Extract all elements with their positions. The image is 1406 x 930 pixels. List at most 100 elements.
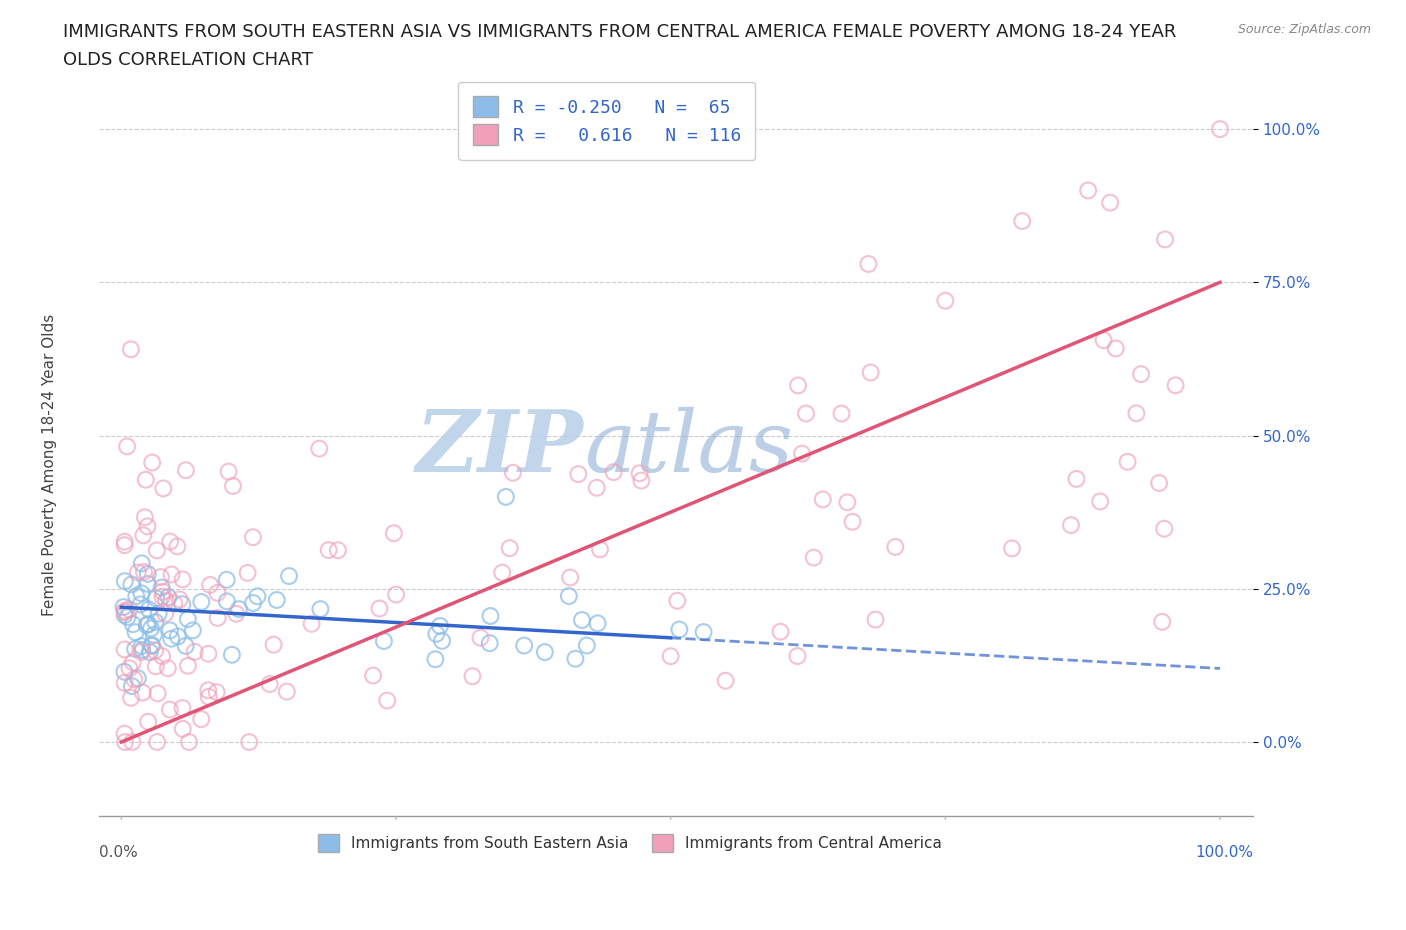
Point [602, 465, 624, 480]
Point [172, 700, 194, 715]
Text: OLDS CORRELATION CHART: OLDS CORRELATION CHART [63, 51, 314, 69]
Point [1147, 475, 1170, 490]
Point [859, 365, 882, 380]
Point [120, 342, 142, 357]
Point [125, 589, 148, 604]
Text: IMMIGRANTS FROM SOUTH EASTERN ASIA VS IMMIGRANTS FROM CENTRAL AMERICA FEMALE POV: IMMIGRANTS FROM SOUTH EASTERN ASIA VS IM… [63, 23, 1177, 41]
Point [668, 622, 690, 637]
Point [207, 586, 229, 601]
Point [628, 466, 651, 481]
Point [172, 572, 194, 587]
Point [124, 642, 146, 657]
Point [692, 625, 714, 640]
Point [309, 602, 332, 617]
Point [222, 479, 245, 494]
Point [114, 538, 136, 552]
Point [139, 644, 162, 659]
Point [197, 646, 219, 661]
Point [114, 735, 136, 750]
Point [1105, 341, 1128, 356]
Point [375, 693, 398, 708]
Point [714, 673, 737, 688]
Point [114, 534, 136, 549]
Point [183, 644, 205, 659]
Point [1092, 333, 1115, 348]
Point [138, 602, 160, 617]
Point [136, 577, 159, 591]
Point [131, 556, 153, 571]
Point [146, 735, 169, 750]
Point [145, 591, 167, 605]
Point [181, 623, 204, 638]
Point [136, 714, 159, 729]
Point [278, 568, 301, 583]
Point [177, 612, 200, 627]
Point [138, 617, 160, 631]
Point [121, 617, 143, 631]
Point [131, 643, 153, 658]
Point [118, 602, 141, 617]
Point [1099, 195, 1122, 210]
Point [470, 631, 492, 645]
Point [190, 594, 212, 609]
Point [159, 534, 181, 549]
Point [157, 590, 180, 604]
Point [197, 683, 219, 698]
Point [131, 644, 153, 659]
Point [225, 606, 247, 621]
Point [934, 293, 956, 308]
Point [769, 624, 792, 639]
Point [172, 597, 194, 612]
Point [155, 593, 177, 608]
Point [114, 675, 136, 690]
Point [112, 600, 135, 615]
Point [361, 668, 384, 683]
Text: Female Poverty Among 18-24 Year Olds: Female Poverty Among 18-24 Year Olds [42, 314, 56, 617]
Point [368, 601, 391, 616]
Point [575, 638, 598, 653]
Point [139, 621, 162, 636]
Point [136, 519, 159, 534]
Point [114, 726, 136, 741]
Point [236, 565, 259, 580]
Point [385, 587, 408, 602]
Point [114, 604, 136, 618]
Point [156, 661, 179, 676]
Point [135, 472, 157, 487]
Point [1116, 455, 1139, 470]
Point [177, 658, 200, 673]
Point [166, 539, 188, 554]
Point [1154, 232, 1177, 246]
Point [218, 464, 240, 479]
Point [1152, 615, 1174, 630]
Point [373, 633, 395, 648]
Point [586, 616, 609, 631]
Point [425, 652, 447, 667]
Point [831, 406, 853, 421]
Point [136, 566, 159, 581]
Point [1125, 405, 1147, 420]
Point [560, 570, 582, 585]
Point [122, 671, 145, 686]
Text: ZIP: ZIP [416, 406, 583, 489]
Point [491, 565, 513, 580]
Point [114, 604, 136, 619]
Point [276, 684, 298, 699]
Point [141, 455, 163, 470]
Point [120, 690, 142, 705]
Point [564, 651, 586, 666]
Point [120, 577, 142, 591]
Point [589, 542, 612, 557]
Point [666, 593, 689, 608]
Point [1011, 214, 1033, 229]
Point [124, 625, 146, 640]
Point [246, 589, 269, 604]
Point [127, 671, 149, 685]
Point [118, 661, 141, 676]
Point [135, 618, 157, 632]
Point [495, 489, 517, 504]
Point [159, 702, 181, 717]
Point [1001, 541, 1024, 556]
Point [326, 543, 349, 558]
Point [141, 638, 163, 653]
